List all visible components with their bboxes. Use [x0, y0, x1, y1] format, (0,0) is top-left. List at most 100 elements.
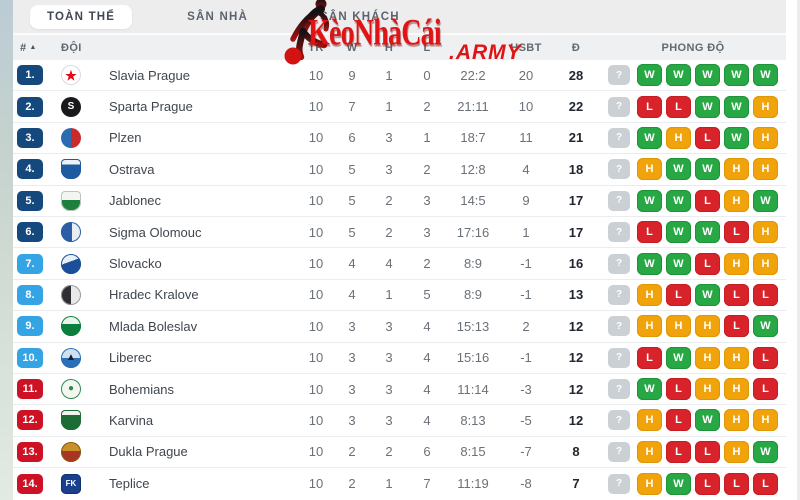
- form-unknown-badge: ?: [608, 253, 630, 274]
- team-name[interactable]: Karvina: [109, 412, 154, 428]
- points: 7: [572, 476, 580, 492]
- form-unknown-badge: ?: [608, 190, 630, 211]
- team-name[interactable]: Dukla Prague: [109, 444, 188, 460]
- form-result-badge: H: [724, 189, 749, 212]
- rank-badge: 6.: [17, 222, 43, 243]
- tab-home[interactable]: SÂN NHÀ: [187, 10, 248, 23]
- form-result-badge: L: [753, 283, 778, 306]
- goals-for-against: 8:13: [460, 412, 486, 428]
- table-row[interactable]: 4. Ostrava 10 5 3 2 12:8 4 18 ? H W W H H: [13, 154, 786, 186]
- goals-for-against: 8:15: [460, 444, 486, 460]
- table-body: 1. ★ Slavia Prague 10 9 1 0 22:2 20 28 ?…: [13, 60, 786, 500]
- draws: 3: [385, 161, 393, 177]
- wins: 4: [348, 256, 356, 272]
- form-cell: ? H L L H W: [600, 440, 786, 463]
- form-result-badge: W: [666, 472, 691, 495]
- draws: 2: [385, 193, 393, 209]
- table-row[interactable]: 13. Dukla Prague 10 2 2 6 8:15 -7 8 ? H L L…: [13, 436, 786, 469]
- losses: 3: [423, 224, 431, 240]
- team-name[interactable]: Sigma Olomouc: [109, 224, 202, 240]
- form-result-badge: L: [666, 283, 691, 306]
- tab-away[interactable]: SÂN KHÁCH: [319, 10, 400, 23]
- team-logo-icon: [61, 253, 81, 274]
- form-result-badge: W: [695, 409, 720, 432]
- table-row[interactable]: 14. FK Teplice 10 2 1 7 11:19 -8 7 ? H W L L…: [13, 468, 786, 500]
- team-name[interactable]: Jablonec: [109, 193, 162, 209]
- form-result-badge: H: [753, 95, 778, 118]
- table-row[interactable]: 12. Karvina 10 3 3 4 8:13 -5 12 ? H L W H H: [13, 405, 786, 437]
- form-result-badge: H: [637, 409, 662, 432]
- table-row[interactable]: 2. S Sparta Prague 10 7 1 2 21:11 10 22 …: [13, 91, 786, 123]
- team-name[interactable]: Hradec Kralove: [109, 287, 199, 303]
- matches-played: 10: [308, 476, 324, 492]
- team-name[interactable]: Ostrava: [109, 161, 155, 177]
- header-rank[interactable]: # ▲: [20, 41, 37, 54]
- draws: 1: [385, 67, 393, 83]
- form-result-badge: W: [666, 64, 691, 87]
- team-name[interactable]: Liberec: [109, 350, 152, 366]
- form-cell: ? H W L L L: [600, 472, 786, 495]
- form-result-badge: W: [666, 252, 691, 275]
- scrollbar[interactable]: [797, 0, 800, 500]
- form-result-badge: L: [753, 346, 778, 369]
- draws: 3: [385, 381, 393, 397]
- form-result-badge: H: [637, 472, 662, 495]
- standings-tabbar: TOÀN THỂ SÂN NHÀ SÂN KHÁCH: [13, 0, 786, 35]
- goal-difference: -1: [520, 350, 532, 366]
- form-result-badge: H: [666, 126, 691, 149]
- points: 8: [572, 444, 580, 460]
- team-name[interactable]: Teplice: [109, 476, 150, 492]
- team-logo-glyph: ●: [67, 383, 75, 395]
- wins: 9: [348, 67, 356, 83]
- rank-badge: 2.: [17, 96, 43, 117]
- rank-badge: 7.: [17, 253, 43, 274]
- form-result-badge: L: [724, 315, 749, 338]
- goals-for-against: 14:5: [460, 193, 486, 209]
- team-logo-icon: [61, 190, 81, 211]
- losses: 0: [423, 67, 431, 83]
- team-logo-icon: ▲: [61, 347, 81, 368]
- team-name[interactable]: Mlada Boleslav: [109, 318, 198, 334]
- table-row[interactable]: 7. Slovacko 10 4 4 2 8:9 -1 16 ? W W L H H: [13, 248, 786, 280]
- team-name[interactable]: Sparta Prague: [109, 99, 193, 115]
- team-name[interactable]: Plzen: [109, 130, 142, 146]
- table-row[interactable]: 1. ★ Slavia Prague 10 9 1 0 22:2 20 28 ?…: [13, 60, 786, 92]
- form-cell: ? W W L H W: [600, 189, 786, 212]
- losses: 3: [423, 193, 431, 209]
- team-name[interactable]: Slavia Prague: [109, 67, 190, 83]
- losses: 4: [423, 350, 431, 366]
- team-logo-icon: FK: [61, 473, 81, 494]
- table-row[interactable]: 6. Sigma Olomouc 10 5 2 3 17:16 1 17 ? L W…: [13, 216, 786, 249]
- losses: 7: [423, 476, 431, 492]
- goal-difference: 9: [522, 193, 530, 209]
- team-logo-icon: [61, 441, 81, 462]
- matches-played: 10: [308, 99, 324, 115]
- draws: 3: [385, 350, 393, 366]
- form-result-badge: W: [695, 221, 720, 244]
- form-cell: ? L L W W H: [600, 95, 786, 118]
- tab-overall[interactable]: TOÀN THỂ: [30, 4, 133, 29]
- form-unknown-badge: ?: [608, 222, 630, 243]
- points: 16: [568, 256, 584, 272]
- table-row[interactable]: 10. ▲ Liberec 10 3 3 4 15:16 -1 12 ? L W H H…: [13, 342, 786, 374]
- form-result-badge: H: [724, 440, 749, 463]
- goals-for-against: 17:16: [456, 224, 490, 240]
- table-row[interactable]: 11. ● Bohemians 10 3 3 4 11:14 -3 12 ? W L…: [13, 373, 786, 406]
- form-unknown-badge: ?: [608, 473, 630, 494]
- form-cell: ? H H H L W: [600, 315, 786, 338]
- points: 21: [568, 130, 584, 146]
- form-unknown-badge: ?: [608, 284, 630, 305]
- team-name[interactable]: Bohemians: [109, 381, 175, 397]
- rank-badge: 1.: [17, 65, 43, 86]
- table-row[interactable]: 5. Jablonec 10 5 2 3 14:5 9 17 ? W W L H W: [13, 185, 786, 217]
- table-row[interactable]: 9. Mlada Boleslav 10 3 3 4 15:13 2 12 ? H…: [13, 311, 786, 343]
- draws: 2: [385, 444, 393, 460]
- form-result-badge: W: [637, 189, 662, 212]
- table-row[interactable]: 8. Hradec Kralove 10 4 1 5 8:9 -1 13 ? H L…: [13, 279, 786, 312]
- team-name[interactable]: Slovacko: [109, 256, 162, 272]
- losses: 1: [423, 130, 431, 146]
- table-row[interactable]: 3. Plzen 10 6 3 1 18:7 11 21 ? W H L W H: [13, 122, 786, 155]
- goals-for-against: 18:7: [460, 130, 486, 146]
- wins: 5: [348, 224, 356, 240]
- form-unknown-badge: ?: [608, 347, 630, 368]
